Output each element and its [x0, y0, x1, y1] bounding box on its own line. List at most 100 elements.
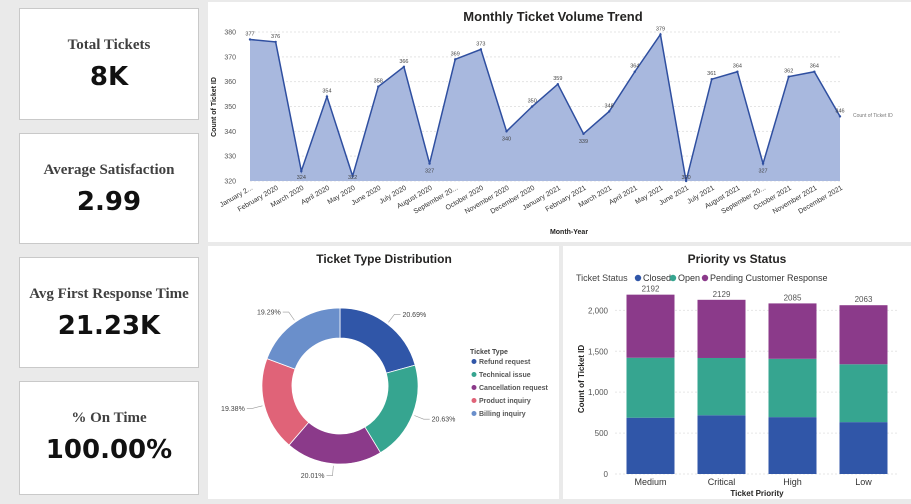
- data-point[interactable]: [454, 58, 457, 61]
- data-point[interactable]: [274, 40, 277, 44]
- slice-label: 19.29%: [257, 310, 281, 317]
- kpi-title: Total Tickets: [67, 37, 151, 53]
- legend-label[interactable]: Technical issue: [479, 372, 531, 379]
- data-point[interactable]: [813, 70, 816, 73]
- bar-segment[interactable]: [626, 417, 675, 474]
- legend-swatch: [471, 411, 477, 416]
- x-tick-label: April 2021: [608, 185, 639, 207]
- data-point[interactable]: [248, 38, 252, 41]
- data-point[interactable]: [761, 162, 765, 165]
- data-point[interactable]: [402, 65, 406, 68]
- data-point[interactable]: [479, 48, 483, 51]
- bar-segment[interactable]: [768, 303, 817, 359]
- y-tick-label: 320: [224, 179, 236, 186]
- y-tick-label: 1,500: [588, 347, 609, 356]
- data-label: 364: [630, 64, 639, 70]
- y-tick-label: 360: [224, 79, 236, 86]
- data-point[interactable]: [633, 70, 636, 73]
- data-label: 358: [374, 79, 383, 85]
- chart-title: Priority vs Status: [688, 252, 787, 266]
- data-label: 364: [810, 64, 819, 70]
- data-label: 369: [451, 51, 460, 57]
- legend-label[interactable]: Product inquiry: [479, 398, 531, 405]
- data-label: 327: [758, 169, 767, 175]
- data-label: 322: [348, 175, 357, 181]
- leader-line: [414, 415, 430, 420]
- data-label: 377: [245, 31, 254, 37]
- x-tick-label: High: [783, 477, 802, 487]
- data-point[interactable]: [530, 105, 534, 108]
- y-tick-label: 0: [604, 470, 609, 479]
- total-label: 2192: [642, 285, 660, 294]
- bar-segment[interactable]: [839, 364, 888, 423]
- data-label: 320: [681, 175, 690, 181]
- x-tick-label: September 20...: [720, 185, 767, 216]
- data-point[interactable]: [505, 130, 508, 133]
- leader-line: [326, 465, 334, 476]
- bar-segment[interactable]: [839, 305, 888, 365]
- priority-chart: Priority vs Status Ticket Status Closed O…: [576, 252, 899, 498]
- legend-swatch: [471, 385, 477, 390]
- bar-segment[interactable]: [697, 357, 746, 416]
- slice-label: 20.63%: [432, 417, 456, 424]
- data-point[interactable]: [377, 85, 380, 88]
- data-label: 348: [605, 103, 614, 109]
- data-label: 379: [656, 26, 665, 32]
- data-label: 346: [835, 108, 844, 114]
- legend-label[interactable]: Refund request: [479, 359, 531, 366]
- donut-slice[interactable]: [266, 307, 341, 370]
- y-tick-label: 350: [224, 104, 236, 111]
- leader-line: [282, 311, 295, 321]
- x-tick-label: Medium: [634, 477, 666, 487]
- legend-swatch: [701, 274, 709, 282]
- kpi-value: 100.00%: [45, 435, 173, 465]
- data-point[interactable]: [787, 75, 790, 78]
- legend-swatch: [634, 274, 642, 282]
- data-label: 359: [553, 76, 562, 82]
- y-tick-label: 330: [224, 154, 236, 161]
- data-label: 362: [784, 69, 793, 75]
- bar-segment[interactable]: [768, 358, 817, 418]
- data-point[interactable]: [325, 95, 329, 98]
- data-point[interactable]: [838, 115, 842, 118]
- slice-label: 20.69%: [402, 312, 426, 319]
- legend-label[interactable]: Open: [678, 273, 700, 283]
- series-end-label: Count of Ticket ID: [853, 113, 893, 119]
- data-point[interactable]: [428, 162, 431, 165]
- bar-segment[interactable]: [626, 294, 675, 358]
- trend-chart: Monthly Ticket Volume Trend Count of Tic…: [211, 9, 893, 236]
- bar-segment[interactable]: [839, 422, 888, 474]
- data-label: 340: [502, 136, 511, 142]
- legend-label[interactable]: Closed: [643, 273, 671, 283]
- data-label: 350: [528, 99, 537, 105]
- data-point[interactable]: [351, 174, 354, 178]
- kpi-value: 2.99: [76, 187, 142, 217]
- bar-segment[interactable]: [768, 417, 817, 474]
- bar-segment[interactable]: [697, 415, 746, 474]
- data-point[interactable]: [607, 110, 611, 113]
- data-point[interactable]: [659, 33, 662, 36]
- data-point[interactable]: [736, 70, 739, 73]
- data-point[interactable]: [300, 169, 303, 173]
- kpi-first-response: Avg First Response Time 21.23K: [19, 257, 199, 368]
- data-label: 339: [579, 139, 588, 145]
- kpi-on-time: % On Time 100.00%: [19, 381, 199, 495]
- trend-panel: Monthly Ticket Volume Trend Count of Tic…: [208, 2, 911, 242]
- legend-label[interactable]: Billing inquiry: [479, 411, 526, 418]
- data-label: 361: [707, 71, 716, 77]
- data-point[interactable]: [556, 82, 560, 86]
- data-point[interactable]: [710, 77, 713, 81]
- bar-segment[interactable]: [626, 357, 675, 418]
- priority-panel: Priority vs Status Ticket Status Closed O…: [563, 246, 911, 499]
- kpi-title: Avg First Response Time: [29, 286, 189, 302]
- legend-label[interactable]: Cancellation request: [479, 385, 549, 392]
- kpi-total-tickets: Total Tickets 8K: [19, 8, 199, 120]
- kpi-title: % On Time: [71, 410, 147, 426]
- legend-swatch: [471, 398, 477, 403]
- y-tick-label: 340: [224, 129, 236, 136]
- bar-segment[interactable]: [697, 299, 746, 358]
- slice-label: 19.38%: [221, 406, 245, 413]
- legend-label[interactable]: Pending Customer Response: [710, 273, 828, 283]
- data-point[interactable]: [684, 179, 688, 183]
- data-point[interactable]: [582, 132, 585, 136]
